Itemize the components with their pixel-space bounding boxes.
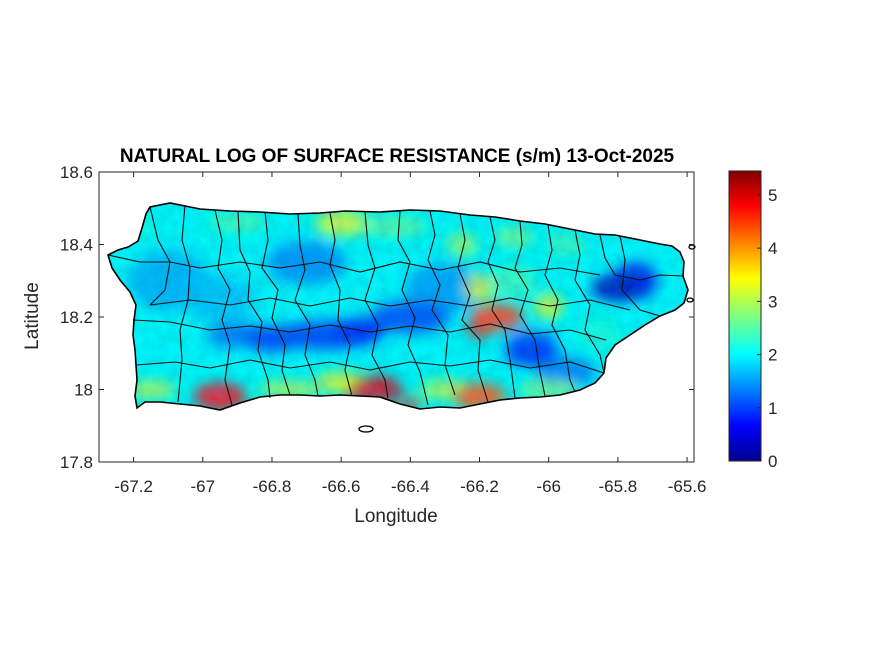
- y-tick-label: 18.6: [60, 163, 93, 182]
- municipal-boundaries: [107, 204, 684, 406]
- colorbar-tick-label: 0: [768, 452, 777, 471]
- y-tick-label: 17.8: [60, 453, 93, 472]
- feature-southeast-low: [505, 340, 558, 367]
- municipal-boundary: [397, 210, 429, 406]
- feature-central-mountain-low: [332, 318, 385, 345]
- map-axes: -67.2 -67 -66.8 -66.6 -66.4 -66.2 -66 -65.8 -65.…: [60, 163, 707, 496]
- municipal-boundary: [427, 210, 456, 396]
- municipal-boundary: [574, 229, 605, 374]
- municipal-boundary: [107, 254, 601, 276]
- y-tick-label: 18.4: [60, 236, 93, 255]
- municipal-boundary: [135, 359, 605, 374]
- x-tick-label: -66.8: [253, 477, 292, 496]
- chart-title: NATURAL LOG OF SURFACE RESISTANCE (s/m) …: [120, 146, 675, 167]
- y-tick-label: 18: [74, 381, 93, 400]
- colorbar-gradient: [728, 170, 762, 462]
- islet: [686, 297, 694, 303]
- municipal-boundary: [619, 235, 661, 317]
- x-tick-label: -66.4: [391, 477, 430, 496]
- colorbar-tick-label: 1: [768, 399, 777, 418]
- x-tick-label: -66.2: [460, 477, 499, 496]
- municipal-boundary: [261, 211, 291, 396]
- x-tick-label: -65.6: [668, 477, 707, 496]
- municipal-boundary: [149, 297, 631, 311]
- colorbar-ticks: 0 1 2 3 4 5: [757, 186, 777, 471]
- colorbar-tick-label: 3: [768, 292, 777, 311]
- municipal-boundary: [457, 213, 489, 403]
- y-tick-label: 18.2: [60, 308, 93, 327]
- colorbar-tick-label: 2: [768, 346, 777, 365]
- x-axis-ticks: -67.2 -67 -66.8 -66.6 -66.4 -66.2 -66 -65.8 -65.…: [114, 172, 706, 496]
- x-axis-label: Longitude: [354, 506, 437, 527]
- colorbar: 0 1 2 3 4 5: [728, 170, 777, 471]
- municipal-boundary: [364, 211, 389, 399]
- colorbar-tick-label: 5: [768, 186, 777, 205]
- municipal-boundary: [599, 234, 684, 281]
- municipal-boundary: [487, 216, 516, 399]
- municipal-boundary: [329, 212, 353, 397]
- municipal-boundary: [294, 213, 319, 397]
- y-axis-label: Latitude: [22, 282, 43, 350]
- x-tick-label: -65.8: [599, 477, 638, 496]
- municipal-boundary: [132, 319, 607, 341]
- colorbar-tick-label: 4: [768, 239, 777, 258]
- feature-north-coast-mid: [315, 209, 368, 236]
- coastline: [107, 202, 689, 411]
- feature-east-low: [591, 275, 644, 301]
- islet: [358, 425, 374, 433]
- municipal-boundary: [544, 224, 576, 393]
- x-tick-label: -67: [190, 477, 215, 496]
- x-tick-label: -66: [536, 477, 561, 496]
- feature-southwest-coast-high: [194, 383, 247, 410]
- y-axis-ticks: 17.8 18 18.2 18.4 18.6: [60, 163, 694, 472]
- municipal-boundary: [237, 210, 271, 399]
- x-tick-label: -66.6: [322, 477, 361, 496]
- x-tick-label: -67.2: [114, 477, 153, 496]
